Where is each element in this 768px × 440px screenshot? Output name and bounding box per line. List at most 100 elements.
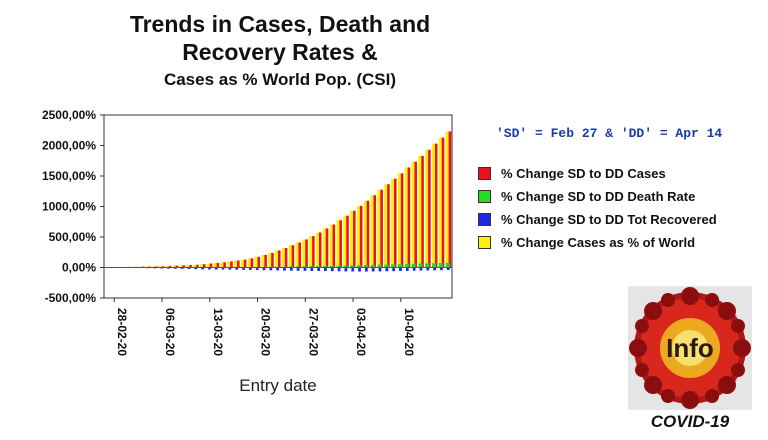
bar-cases [264, 254, 267, 268]
bar-death-rate [404, 263, 409, 268]
bar-death-rate [295, 266, 300, 268]
bar-recovered [330, 267, 334, 272]
bar-death-rate [411, 263, 416, 268]
bar-recovered [365, 267, 368, 272]
bar-recovered [167, 267, 170, 269]
bar-world [377, 189, 381, 268]
bar-world [213, 262, 217, 268]
logo-caption: COVID-19 [650, 412, 730, 431]
bar-cases [366, 200, 370, 268]
bar-world [363, 200, 368, 268]
x-tick-label: 20-03-20 [259, 308, 273, 356]
bar-recovered [255, 267, 259, 271]
bar-cases [284, 247, 288, 268]
bar-recovered [371, 267, 375, 272]
virus-icon: Info [629, 287, 751, 409]
legend-label-cases: % Change SD to DD Cases [501, 166, 666, 181]
bar-recovered [405, 267, 409, 271]
bar-recovered [440, 267, 443, 271]
bar-recovered [283, 267, 286, 271]
bar-recovered [399, 267, 402, 272]
chart-title: Trends in Cases, Death and Recovery Rate… [60, 10, 500, 92]
bar-world [384, 184, 388, 268]
bar-world [186, 265, 190, 268]
y-tick-label: 1000,00% [42, 200, 96, 214]
y-tick-label: 2000,00% [42, 139, 96, 153]
bar-death-rate [377, 264, 382, 268]
bar-world [261, 254, 265, 268]
bar-recovered [392, 267, 396, 272]
bar-cases [271, 252, 274, 268]
bar-recovered [235, 267, 239, 270]
y-tick-label: 500,00% [49, 230, 97, 244]
legend-swatch-death-rate [478, 190, 491, 203]
bar-world [199, 264, 204, 268]
bar-recovered [249, 267, 252, 270]
bar-world [445, 131, 449, 268]
y-tick-label: 1500,00% [42, 169, 96, 183]
bar-recovered [214, 267, 218, 270]
bar-world [206, 263, 211, 268]
bar-recovered [242, 267, 245, 270]
bar-world [411, 161, 415, 268]
bar-death-rate [397, 264, 403, 268]
bar-world [281, 247, 286, 268]
bar-recovered [262, 267, 266, 271]
bar-world [295, 242, 299, 268]
legend-swatch-cases [478, 167, 491, 180]
chart-legend: % Change SD to DD Cases % Change SD to D… [478, 162, 717, 254]
bar-world [329, 224, 333, 268]
bar-death-rate [370, 264, 375, 268]
bar-cases [305, 239, 308, 268]
legend-swatch-world [478, 236, 491, 249]
y-tick-label: -500,00% [45, 291, 97, 305]
bar-world [397, 173, 402, 268]
y-tick-label: 2500,00% [42, 108, 96, 122]
bar-world [302, 239, 306, 268]
bar-cases [407, 167, 411, 268]
bar-cases [400, 173, 404, 268]
bar-cases [414, 161, 418, 268]
chart-subtitle: Cases as % World Pop. (CSI) [163, 70, 397, 89]
bar-cases [448, 131, 452, 268]
bar-world [254, 256, 258, 268]
bar-world [431, 143, 436, 268]
bar-recovered [446, 267, 450, 271]
bar-cases [155, 266, 158, 268]
bar-world [404, 167, 409, 268]
bar-cases [387, 184, 390, 268]
bar-cases [373, 195, 377, 268]
bar-cases [318, 232, 322, 268]
bar-world [343, 215, 347, 268]
x-tick-label: 03-04-20 [354, 308, 368, 356]
bar-recovered [310, 267, 314, 271]
bar-recovered [412, 267, 416, 271]
bar-cases [223, 262, 226, 268]
bar-recovered [269, 267, 273, 271]
covid-info-logo: Info [628, 286, 752, 410]
legend-item-death-rate: % Change SD to DD Death Rate [478, 185, 717, 208]
legend-item-recovered: % Change SD to DD Tot Recovered [478, 208, 717, 231]
bar-cases [298, 242, 302, 268]
bar-recovered [419, 267, 423, 271]
bar-cases [325, 228, 329, 268]
bar-recovered [385, 267, 389, 272]
bar-death-rate [391, 264, 396, 268]
bar-recovered [433, 267, 436, 271]
bar-recovered [344, 267, 348, 272]
bar-world [370, 195, 374, 268]
bar-world [322, 228, 327, 268]
bar-recovered [351, 267, 355, 272]
legend-item-cases: % Change SD to DD Cases [478, 162, 717, 185]
bar-world [247, 258, 252, 268]
bar-world [179, 265, 183, 268]
bar-recovered [276, 267, 280, 271]
bar-cases [196, 264, 199, 268]
bar-recovered [426, 267, 430, 271]
bar-cases [162, 266, 165, 268]
bar-recovered [296, 267, 300, 271]
bar-cases [278, 250, 281, 268]
legend-label-recovered: % Change SD to DD Tot Recovered [501, 212, 717, 227]
bar-cases [434, 143, 438, 268]
y-tick-label: 0,00% [62, 261, 96, 275]
